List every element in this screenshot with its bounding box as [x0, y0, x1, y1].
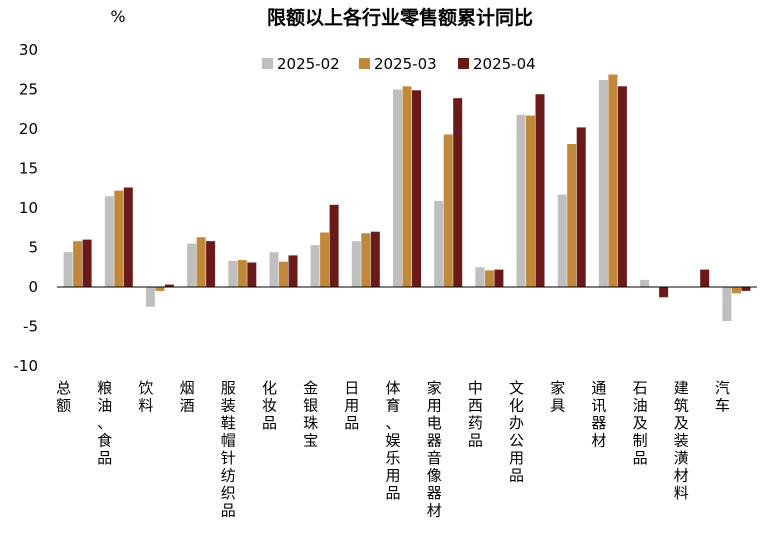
bar	[73, 241, 83, 287]
bar	[475, 267, 485, 288]
bar	[434, 200, 444, 287]
category-label: 体育、娱乐用品	[385, 379, 400, 502]
category-label: 建筑及装潢材料	[674, 379, 689, 502]
legend-label: 2025-04	[473, 55, 536, 73]
bar	[123, 187, 133, 287]
bar	[526, 115, 535, 287]
category-label: 石油及制品	[633, 379, 648, 467]
y-axis-unit: %	[110, 7, 125, 26]
bar	[269, 252, 279, 287]
bar	[700, 269, 710, 287]
bar	[320, 232, 330, 287]
y-tick-label: 25	[19, 81, 38, 99]
category-label: 粮油、食品	[97, 379, 112, 467]
category-label: 化妆品	[262, 379, 277, 432]
bar	[145, 287, 155, 307]
y-tick-label: 5	[28, 239, 38, 257]
bar	[279, 261, 288, 287]
category-label: 家具	[550, 379, 565, 415]
legend-label: 2025-02	[277, 55, 340, 73]
y-tick-label: -10	[14, 357, 39, 375]
legend-swatch	[359, 58, 370, 69]
bar	[187, 243, 197, 287]
category-label: 日用品	[344, 379, 359, 432]
legend-swatch	[458, 58, 469, 69]
bars	[63, 74, 751, 321]
bar	[484, 270, 494, 287]
bar	[329, 204, 339, 287]
bar	[443, 134, 453, 287]
bar	[453, 98, 463, 287]
bar	[412, 90, 421, 287]
bar	[228, 260, 238, 287]
bar	[63, 252, 73, 287]
category-label: 金银珠宝	[303, 379, 318, 450]
bar	[617, 86, 627, 287]
bar	[196, 237, 206, 287]
bar	[351, 241, 361, 287]
y-tick-label: 0	[28, 278, 38, 296]
category-label: 饮料	[138, 379, 153, 415]
chart-title: 限额以上各行业零售额累计同比	[267, 6, 533, 29]
bar	[659, 287, 669, 298]
bar	[722, 287, 732, 321]
category-label: 烟酒	[180, 379, 195, 415]
bar	[361, 233, 371, 287]
bar	[82, 239, 92, 287]
bar	[393, 89, 402, 287]
legend: 2025-02 2025-03 2025-04	[262, 55, 536, 73]
y-tick-label: 15	[19, 160, 38, 178]
bar	[402, 86, 412, 287]
legend-swatch	[262, 58, 273, 69]
bar	[237, 260, 247, 287]
y-tick-label: -5	[23, 318, 38, 336]
bar	[164, 284, 174, 287]
bar	[608, 74, 618, 287]
bar	[516, 114, 526, 287]
bar	[370, 231, 380, 287]
y-tick-label: 30	[19, 41, 38, 59]
bar	[494, 269, 504, 287]
category-label: 文化办公用品	[509, 379, 524, 485]
bar	[557, 194, 567, 287]
bar	[155, 287, 165, 291]
bar	[206, 241, 216, 287]
y-tick-label: 20	[19, 120, 38, 138]
bar	[567, 144, 577, 287]
bar	[535, 94, 545, 287]
category-label: 通讯器材	[591, 379, 606, 450]
bar	[576, 127, 586, 288]
y-axis-ticks: 30 25 20 15 10 5 0 -5 -10	[14, 41, 39, 375]
legend-label: 2025-03	[374, 55, 437, 73]
bar	[731, 287, 741, 294]
category-label: 服装鞋帽针纺织品	[221, 379, 236, 520]
bar	[598, 80, 608, 287]
bar	[640, 279, 650, 287]
bar	[288, 255, 298, 287]
bar	[247, 262, 257, 287]
bar	[741, 287, 751, 291]
bar	[114, 190, 124, 287]
bar	[310, 245, 320, 287]
category-label: 家用电器音像器材	[427, 379, 442, 520]
category-label: 中西药品	[468, 379, 483, 450]
category-label: 汽车	[715, 379, 730, 415]
category-label: 总额	[56, 379, 71, 415]
bar	[104, 196, 114, 287]
y-tick-label: 10	[19, 199, 38, 217]
